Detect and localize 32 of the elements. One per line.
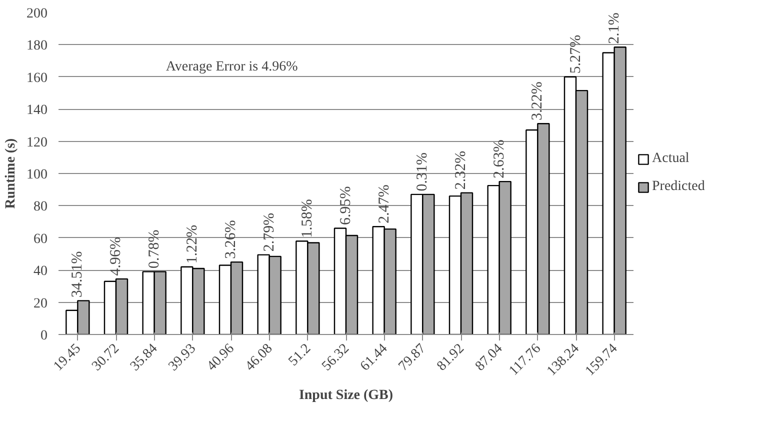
x-tick-label: 51.2 <box>286 341 314 370</box>
y-tick-label: 0 <box>40 328 48 344</box>
annotation: 2.79% <box>261 212 278 252</box>
y-axis-title: Runtime (s) <box>4 138 18 209</box>
y-tick-label: 100 <box>26 168 48 182</box>
annotation: 3.22% <box>530 82 546 120</box>
annotation: 34.51% <box>70 251 86 298</box>
annotation: 0.78% <box>146 230 162 268</box>
annotation: 2.47% <box>376 184 392 224</box>
y-tick-label: 60 <box>34 232 48 247</box>
x-axis-title: Input Size (GB) <box>298 388 394 403</box>
annotation: 1.58% <box>300 199 316 238</box>
y-tick-label: 120 <box>26 135 48 150</box>
legend-label: Actual <box>652 151 690 167</box>
y-tick-label: 80 <box>34 200 48 215</box>
y-tick-label: 40 <box>34 264 48 280</box>
annotation: 2.32% <box>453 150 469 190</box>
annotation: 6.95% <box>338 186 354 226</box>
annotation: 3.26% <box>223 220 239 259</box>
annotation: 0.31% <box>414 152 431 192</box>
y-tick-label: 140 <box>26 103 48 118</box>
annotation: 1.22% <box>184 224 201 264</box>
legend-label: Predicted <box>652 179 705 195</box>
y-tick-label: 180 <box>26 38 48 54</box>
annotation: Average Error is 4.96% <box>166 60 298 75</box>
annotation: 2.1% <box>606 12 622 44</box>
annotation: 4.96% <box>108 236 124 276</box>
y-tick-label: 20 <box>34 296 48 312</box>
y-tick-label: 160 <box>26 70 48 86</box>
annotation: 5.27% <box>568 34 584 74</box>
y-tick-label: 200 <box>26 6 48 22</box>
annotation: 2.63% <box>491 140 508 178</box>
